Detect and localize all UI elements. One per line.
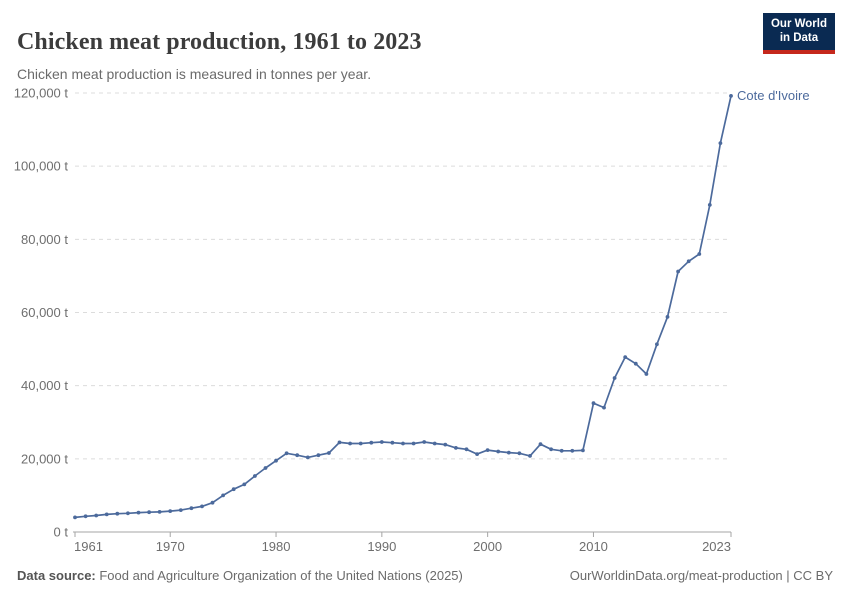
- data-point[interactable]: [644, 372, 649, 376]
- y-axis-tick-label: 80,000 t: [21, 232, 68, 247]
- data-point[interactable]: [136, 510, 141, 515]
- footer-credit-link[interactable]: OurWorldinData.org/meat-production | CC …: [569, 568, 833, 583]
- data-point[interactable]: [549, 447, 553, 452]
- data-point[interactable]: [104, 512, 109, 517]
- y-axis-tick-label: 120,000 t: [14, 86, 69, 101]
- data-point[interactable]: [506, 450, 511, 455]
- x-axis-tick-label: 1980: [262, 539, 291, 554]
- data-point[interactable]: [221, 493, 226, 498]
- data-point[interactable]: [655, 342, 659, 347]
- series-line[interactable]: [74, 95, 732, 519]
- series-entity-label[interactable]: Cote d'Ivoire: [737, 88, 810, 103]
- data-point[interactable]: [559, 448, 564, 453]
- data-point[interactable]: [189, 506, 194, 511]
- y-axis-tick-label: 100,000 t: [14, 159, 69, 174]
- page-title: Chicken meat production, 1961 to 2023: [17, 29, 422, 56]
- data-point[interactable]: [517, 451, 522, 456]
- data-point[interactable]: [316, 453, 321, 458]
- x-axis-tick-label: 1961: [74, 539, 103, 554]
- data-point[interactable]: [633, 361, 638, 366]
- data-point[interactable]: [496, 449, 501, 454]
- data-point[interactable]: [337, 440, 342, 445]
- owid-logo-line1: Our World: [770, 18, 827, 30]
- data-point[interactable]: [464, 447, 469, 452]
- data-point[interactable]: [422, 440, 427, 444]
- data-point[interactable]: [147, 510, 152, 515]
- data-point[interactable]: [454, 446, 458, 450]
- data-source-text: Food and Agriculture Organization of the…: [95, 568, 463, 583]
- x-axis-tick-label: 1990: [367, 539, 396, 554]
- x-axis-tick-label: 2010: [579, 539, 608, 554]
- x-axis-tick-label: 1970: [156, 539, 185, 554]
- data-point[interactable]: [379, 440, 384, 444]
- chart-footer: Data source: Food and Agriculture Organi…: [17, 568, 833, 583]
- data-source-note: Data source: Food and Agriculture Organi…: [17, 568, 463, 583]
- chart-subtitle: Chicken meat production is measured in t…: [17, 66, 372, 82]
- data-point[interactable]: [581, 448, 585, 453]
- data-point[interactable]: [485, 448, 490, 452]
- data-point[interactable]: [432, 441, 437, 446]
- data-point[interactable]: [210, 500, 215, 505]
- data-point[interactable]: [718, 141, 723, 146]
- data-point[interactable]: [358, 441, 363, 446]
- data-point[interactable]: [401, 441, 405, 446]
- data-point[interactable]: [369, 440, 374, 445]
- data-point[interactable]: [411, 441, 416, 446]
- data-point[interactable]: [178, 508, 183, 512]
- data-point[interactable]: [686, 259, 691, 264]
- data-point[interactable]: [623, 355, 628, 359]
- data-point[interactable]: [591, 401, 596, 406]
- data-point[interactable]: [200, 504, 204, 509]
- y-axis-tick-label: 20,000 t: [21, 451, 68, 466]
- owid-logo[interactable]: Our World in Data: [762, 13, 835, 54]
- data-point[interactable]: [707, 203, 712, 207]
- data-point[interactable]: [538, 442, 543, 447]
- data-point[interactable]: [115, 511, 120, 516]
- data-point[interactable]: [168, 509, 173, 513]
- y-axis-tick-label: 0 t: [54, 525, 69, 540]
- data-point[interactable]: [295, 453, 300, 458]
- data-point[interactable]: [665, 315, 670, 319]
- data-point[interactable]: [242, 482, 247, 487]
- x-axis-tick-label: 2000: [473, 539, 502, 554]
- data-point[interactable]: [348, 441, 352, 446]
- data-point[interactable]: [94, 513, 99, 518]
- data-point[interactable]: [263, 466, 268, 470]
- data-point[interactable]: [729, 94, 733, 98]
- data-point[interactable]: [253, 474, 257, 478]
- data-point[interactable]: [602, 405, 606, 410]
- data-point[interactable]: [528, 454, 532, 458]
- data-point[interactable]: [157, 510, 162, 514]
- y-axis-tick-label: 60,000 t: [21, 305, 68, 320]
- data-point[interactable]: [570, 448, 575, 453]
- y-axis-tick-label: 40,000 t: [21, 378, 68, 393]
- data-point[interactable]: [327, 451, 331, 455]
- data-point[interactable]: [443, 442, 448, 447]
- data-point[interactable]: [231, 487, 236, 492]
- data-point[interactable]: [274, 458, 278, 463]
- data-point[interactable]: [390, 440, 395, 445]
- data-point[interactable]: [126, 511, 130, 516]
- data-point[interactable]: [697, 252, 702, 256]
- data-point[interactable]: [475, 452, 479, 456]
- data-point[interactable]: [284, 451, 289, 456]
- data-point[interactable]: [305, 455, 310, 460]
- data-point[interactable]: [83, 514, 88, 519]
- data-source-label: Data source:: [17, 568, 96, 583]
- data-point[interactable]: [73, 515, 77, 520]
- owid-logo-line2: in Data: [779, 31, 819, 44]
- data-point[interactable]: [612, 376, 617, 380]
- data-point[interactable]: [676, 269, 680, 274]
- x-axis-tick-label: 2023: [702, 539, 731, 554]
